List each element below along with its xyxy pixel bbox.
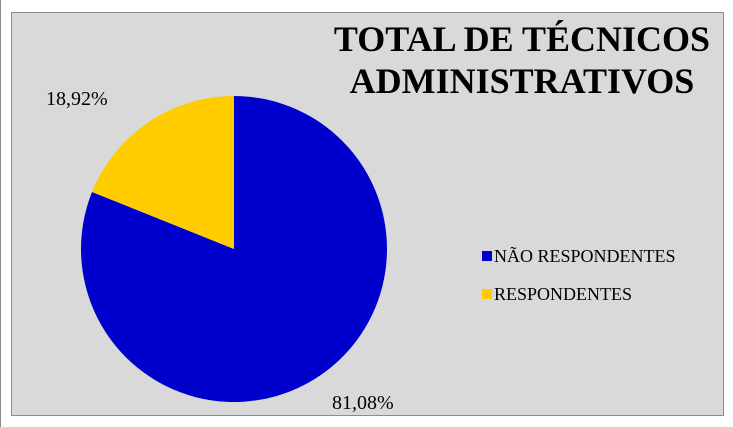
legend-swatch-nao-respondentes bbox=[482, 251, 492, 261]
chart-title-line-1: TOTAL DE TÉCNICOS bbox=[333, 19, 711, 59]
pie-slice-respondentes bbox=[92, 95, 234, 249]
chart-title: TOTAL DE TÉCNICOS ADMINISTRATIVOS bbox=[322, 18, 722, 102]
data-label-nao-respondentes: 81,08% bbox=[332, 392, 394, 414]
legend-label-nao-respondentes: NÃO RESPONDENTES bbox=[494, 245, 676, 266]
chart-legend: NÃO RESPONDENTES RESPONDENTES bbox=[482, 244, 676, 320]
legend-label-respondentes: RESPONDENTES bbox=[494, 283, 633, 304]
legend-item-nao-respondentes: NÃO RESPONDENTES bbox=[482, 244, 676, 268]
chart-title-line-2: ADMINISTRATIVOS bbox=[349, 61, 695, 101]
data-label-respondentes: 18,92% bbox=[46, 88, 108, 110]
legend-swatch-respondentes bbox=[482, 289, 492, 299]
legend-item-respondentes: RESPONDENTES bbox=[482, 282, 676, 306]
outer-edge-line bbox=[0, 0, 1, 427]
pie-slice-nao-respondentes bbox=[81, 96, 387, 402]
